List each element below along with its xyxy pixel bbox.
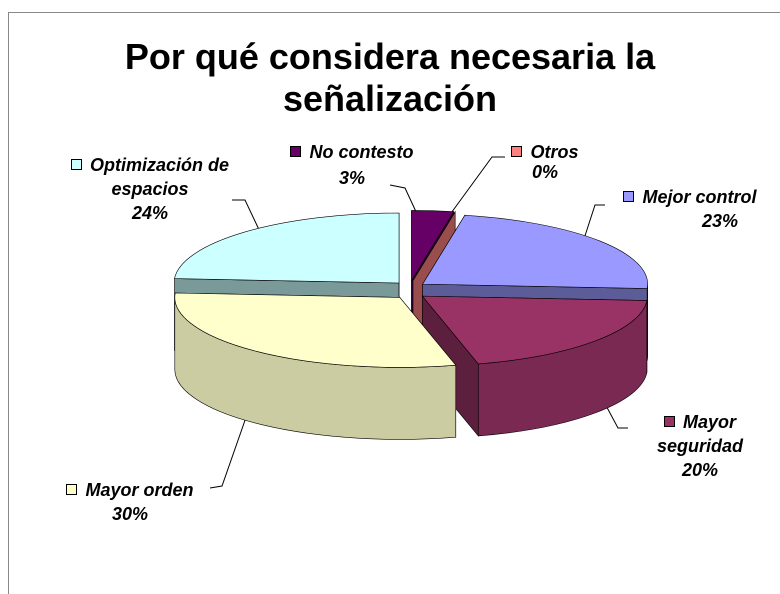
leader-line [581, 204, 605, 246]
category-name: Mayor orden [85, 480, 194, 500]
legend-key [66, 484, 78, 495]
legend-label: Mayor orden [30, 478, 230, 502]
leader-line [389, 184, 419, 217]
chart-frame [8, 12, 780, 594]
data-label: 23% [701, 211, 739, 231]
leader-line [445, 156, 505, 221]
category-name: Otros [530, 142, 579, 162]
data-label: 30% [111, 504, 149, 524]
pie-slice [422, 215, 648, 289]
pie-slice [174, 292, 457, 368]
pie-slice [421, 295, 648, 365]
data-label: 0% [531, 162, 558, 182]
category-name: Mejor control [642, 187, 757, 207]
data-label: 3% [338, 168, 365, 188]
legend-key [623, 191, 635, 202]
pie-slice [411, 210, 455, 282]
pie-slice [174, 212, 400, 284]
legend-label: Otros [485, 140, 605, 164]
data-label: 20% [681, 460, 719, 480]
legend-key [663, 416, 675, 427]
category-name: No contesto [309, 142, 414, 162]
leader-line [602, 399, 628, 429]
legend-label: No contesto [262, 140, 442, 164]
data-label: 24% [131, 203, 169, 223]
leader-lines [209, 156, 628, 489]
pie-tops [174, 210, 648, 368]
legend-label: Optimización de espacios [50, 153, 250, 201]
legend-key [511, 146, 523, 157]
legend-key [290, 146, 302, 157]
category-name: Optimización de espacios [89, 155, 230, 199]
legend-label: Mejor control [590, 185, 780, 209]
chart-title: Por qué considera necesaria la señalizac… [124, 36, 656, 119]
leader-line [209, 405, 251, 489]
pie-slice [412, 211, 456, 281]
legend-key [70, 159, 82, 170]
category-name: Mayor seguridad [656, 412, 744, 456]
legend-label: Mayor seguridad [630, 410, 770, 458]
leader-line [232, 199, 263, 237]
